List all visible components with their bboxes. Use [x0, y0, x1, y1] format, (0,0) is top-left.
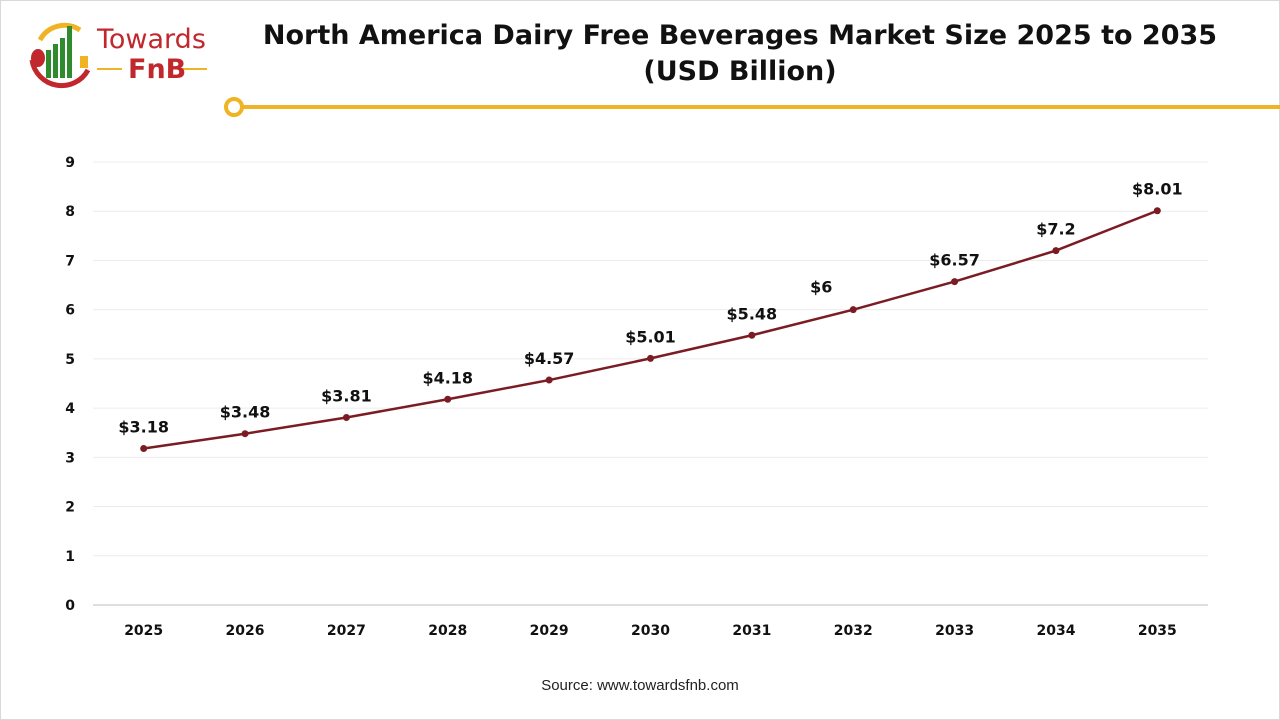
data-point: [1153, 207, 1161, 215]
data-label: $4.57: [524, 349, 575, 368]
x-tick-label: 2025: [124, 623, 163, 639]
data-point: [444, 395, 452, 403]
data-point: [545, 376, 553, 384]
data-point: [951, 278, 959, 286]
data-point: [140, 444, 148, 452]
data-label: $4.18: [422, 368, 473, 387]
chart-title: North America Dairy Free Beverages Marke…: [240, 18, 1240, 90]
x-tick-label: 2034: [1036, 623, 1075, 639]
data-label: $5.01: [625, 327, 676, 346]
y-tick-label: 2: [65, 500, 75, 516]
data-label: $3.81: [321, 386, 372, 405]
y-tick-label: 3: [65, 450, 75, 466]
x-tick-label: 2032: [834, 623, 873, 639]
x-tick-label: 2029: [530, 623, 569, 639]
data-label: $5.48: [727, 304, 778, 323]
accent-circle-icon: [224, 97, 244, 117]
source-note: Source: www.towardsfnb.com: [541, 677, 739, 694]
data-point: [1052, 247, 1060, 255]
y-tick-label: 4: [65, 401, 75, 417]
x-tick-label: 2028: [428, 623, 467, 639]
data-label: $3.18: [118, 417, 169, 436]
x-tick-label: 2026: [226, 623, 265, 639]
logo-text-towards: Towards: [97, 24, 206, 55]
data-point: [647, 354, 654, 362]
data-label: $8.01: [1132, 180, 1183, 199]
y-tick-label: 8: [65, 204, 75, 220]
y-tick-label: 6: [65, 303, 75, 319]
data-label: $6: [810, 278, 832, 297]
data-point: [748, 331, 756, 339]
logo-text-fnb: FnB: [128, 54, 187, 85]
data-label: $6.57: [929, 251, 980, 270]
x-tick-label: 2030: [631, 623, 670, 639]
y-tick-label: 7: [65, 253, 75, 269]
title-line-1: North America Dairy Free Beverages Marke…: [262, 20, 1218, 51]
x-tick-label: 2031: [732, 623, 771, 639]
y-tick-label: 1: [65, 549, 75, 565]
y-tick-label: 9: [65, 155, 75, 171]
data-point: [241, 430, 249, 438]
y-tick-label: 0: [65, 598, 75, 614]
x-tick-label: 2033: [935, 623, 974, 639]
logo-emblem-icon: [29, 22, 91, 89]
x-tick-label: 2027: [327, 623, 366, 639]
data-point: [849, 306, 857, 314]
y-tick-label: 5: [65, 352, 75, 368]
data-label: $3.48: [220, 403, 271, 422]
x-tick-label: 2035: [1138, 623, 1177, 639]
data-label: $7.2: [1036, 220, 1075, 239]
data-point: [342, 413, 350, 421]
title-line-2: (USD Billion): [643, 56, 837, 87]
